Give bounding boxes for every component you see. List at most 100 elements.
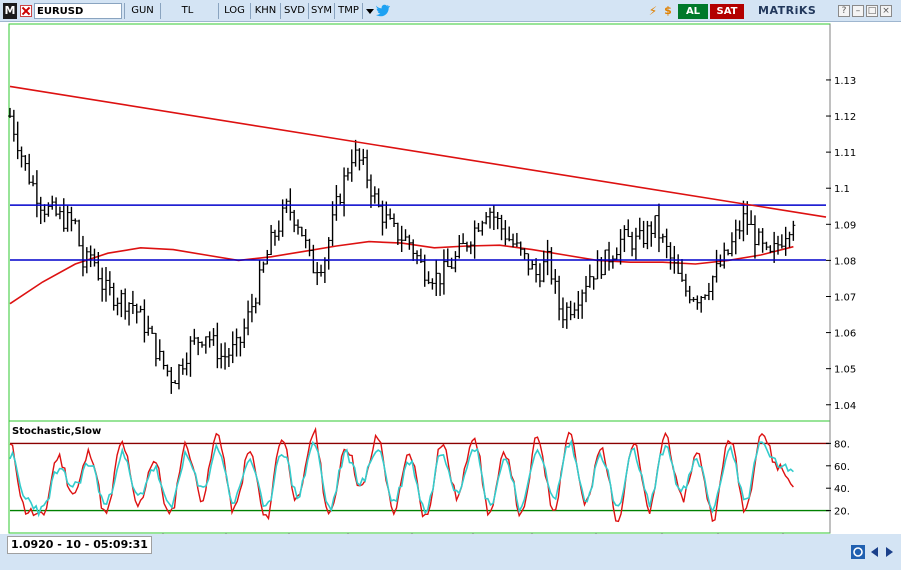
maximize-icon[interactable]: □: [866, 5, 878, 17]
price-bar: [11, 109, 16, 142]
price-tick-label: 1.11: [834, 148, 856, 159]
price-bar: [641, 220, 646, 248]
twitter-bird-icon[interactable]: [376, 4, 390, 18]
price-bar: [96, 252, 101, 281]
price-bars: [8, 107, 796, 394]
price-tick-label: 1.05: [834, 365, 856, 376]
price-bar: [668, 242, 673, 270]
price-bar: [722, 242, 727, 269]
symbol-field[interactable]: EURUSD: [34, 3, 122, 19]
price-bar: [65, 205, 70, 232]
price-bar: [338, 193, 343, 205]
price-bar: [787, 231, 792, 248]
sym-button[interactable]: SYM: [308, 3, 334, 19]
price-bar: [534, 258, 539, 283]
price-bar: [726, 249, 731, 256]
price-bar: [434, 259, 439, 296]
price-bar: [92, 248, 97, 267]
price-bar: [77, 219, 82, 247]
currency-button[interactable]: TL: [160, 3, 214, 19]
period-daily-button[interactable]: GUN: [124, 3, 160, 19]
price-bar: [246, 300, 251, 336]
template-button[interactable]: TMP: [334, 3, 362, 19]
price-bar: [134, 303, 139, 324]
price-panel: [8, 23, 831, 422]
price-bar: [200, 341, 204, 348]
price-bar: [649, 221, 654, 247]
buy-button[interactable]: AL: [678, 4, 708, 19]
price-bar: [584, 275, 588, 303]
price-bar: [541, 250, 546, 283]
price-bar: [395, 222, 400, 246]
price-bar: [445, 248, 450, 268]
price-bar: [357, 148, 362, 171]
sell-button[interactable]: SAT: [710, 4, 744, 19]
dollar-icon[interactable]: $: [664, 4, 672, 17]
price-bar: [464, 241, 469, 252]
price-bar: [706, 282, 711, 301]
help-icon[interactable]: ?: [838, 5, 850, 17]
lightning-icon[interactable]: ⚡: [648, 4, 658, 18]
price-bar: [249, 293, 254, 323]
price-bar: [580, 289, 585, 319]
price-bar: [107, 271, 112, 296]
price-bar: [223, 342, 228, 370]
price-bar: [238, 336, 243, 357]
price-bar: [211, 328, 216, 346]
price-bar: [411, 239, 416, 261]
price-bar: [242, 318, 247, 349]
price-bar: [253, 297, 258, 314]
price-bar: [438, 272, 443, 296]
price-bar: [88, 245, 93, 268]
price-bar: [603, 249, 608, 276]
price-bar: [115, 297, 120, 316]
price-tick-label: 1.08: [834, 256, 856, 267]
khn-button[interactable]: KHN: [250, 3, 280, 19]
scroll-left-icon[interactable]: [868, 545, 882, 559]
price-bar: [710, 275, 715, 301]
close-icon[interactable]: [20, 5, 32, 17]
cursor-readout: 1.0920 - 10 - 05:09:31: [7, 536, 152, 554]
price-bar: [292, 209, 297, 233]
price-bar: [196, 336, 201, 356]
price-chart[interactable]: 1.041.051.061.071.081.091.11.111.121.13 …: [0, 22, 901, 534]
price-bar: [576, 290, 581, 320]
price-axis: 1.04 1.05 1.06 1.07 1.08 1.09 1.1 1.11 1.12 1.13: [826, 76, 856, 412]
price-bar: [123, 288, 128, 320]
price-bar: [430, 278, 435, 290]
price-bar: [484, 212, 489, 225]
price-bar: [319, 264, 324, 277]
price-bar: [760, 228, 765, 253]
price-bar: [530, 259, 535, 270]
refresh-icon[interactable]: [851, 545, 865, 559]
minimize-icon[interactable]: –: [852, 5, 864, 17]
price-bar: [507, 226, 512, 242]
price-bar: [772, 231, 777, 263]
price-bar: [230, 331, 235, 364]
stochastic-title: Stochastic,Slow: [12, 426, 101, 437]
price-bar: [27, 153, 32, 185]
svd-button[interactable]: SVD: [280, 3, 308, 19]
price-bar: [660, 233, 665, 243]
trend-line[interactable]: [9, 85, 827, 218]
window-close-icon[interactable]: ×: [880, 5, 892, 17]
price-bar: [415, 250, 420, 265]
stochastic-panel: [8, 420, 831, 534]
price-bar: [372, 186, 377, 204]
price-bar: [729, 232, 734, 257]
log-scale-button[interactable]: LOG: [218, 3, 250, 19]
price-bar: [511, 233, 516, 248]
scroll-right-icon[interactable]: [882, 545, 896, 559]
price-bar: [610, 255, 615, 269]
price-bar: [50, 195, 55, 210]
chevron-down-icon[interactable]: [362, 3, 375, 19]
price-bar: [215, 322, 220, 369]
price-bar: [614, 247, 619, 260]
price-bar: [622, 225, 627, 253]
horizontal-levels: [10, 204, 826, 261]
price-bar: [403, 229, 408, 242]
price-bar: [630, 231, 635, 257]
stochastic-axis: 20. 40. 60. 80.: [826, 439, 850, 518]
stochastic-tick-label: 20.: [834, 507, 850, 518]
price-bar: [203, 336, 208, 354]
